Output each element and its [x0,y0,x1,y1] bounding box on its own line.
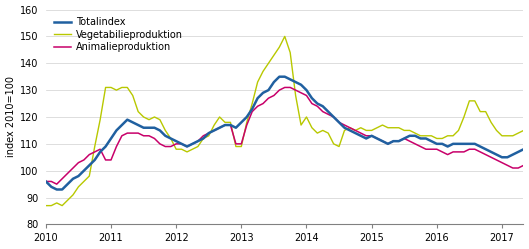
Y-axis label: index 2010=100: index 2010=100 [6,76,15,157]
Vegetabilieproduktion [168,137,174,140]
Totalindex [211,129,217,132]
Animalieproduktion [336,121,342,124]
Animalieproduktion [320,110,326,113]
Totalindex [472,142,478,145]
Totalindex [173,140,179,143]
Vegetabilieproduktion [43,204,49,207]
Vegetabilieproduktion [281,35,288,38]
Vegetabilieproduktion [314,132,321,135]
Line: Animalieproduktion: Animalieproduktion [46,87,529,184]
Legend: Totalindex, Vegetabilieproduktion, Animalieproduktion: Totalindex, Vegetabilieproduktion, Anima… [51,14,186,55]
Totalindex [276,75,282,78]
Vegetabilieproduktion [331,142,337,145]
Vegetabilieproduktion [206,134,212,137]
Totalindex [189,142,196,145]
Animalieproduktion [189,142,196,145]
Animalieproduktion [43,180,49,183]
Animalieproduktion [53,183,60,186]
Totalindex [53,188,60,191]
Animalieproduktion [173,142,179,145]
Line: Totalindex: Totalindex [46,77,529,189]
Totalindex [320,105,326,108]
Totalindex [336,121,342,124]
Vegetabilieproduktion [184,150,190,153]
Animalieproduktion [211,129,217,132]
Totalindex [43,180,49,183]
Vegetabilieproduktion [466,99,472,102]
Animalieproduktion [472,148,478,151]
Animalieproduktion [281,86,288,89]
Line: Vegetabilieproduktion: Vegetabilieproduktion [46,36,529,206]
